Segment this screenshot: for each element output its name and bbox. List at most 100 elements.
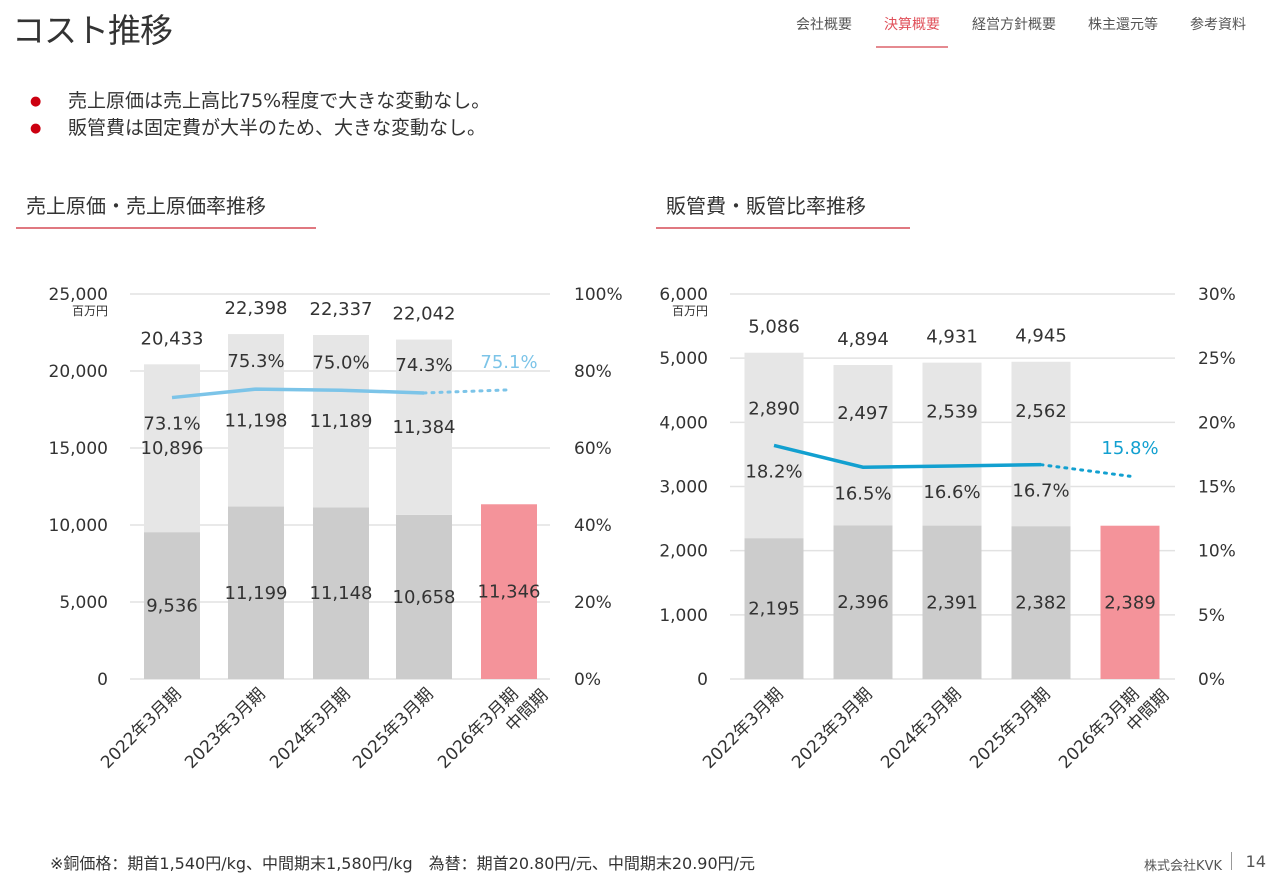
page-number: 14 [1245, 852, 1266, 871]
ratio-label: 75.0% [312, 352, 369, 373]
data-label: 2,195 [748, 599, 800, 620]
nav-shareholder-returns[interactable]: 株主還元等 [1088, 17, 1158, 33]
y2-tick-label: 25% [1198, 349, 1236, 369]
page-title: コスト推移 [12, 11, 173, 50]
y-tick-label: 6,000 [659, 285, 708, 305]
ratio-line-projection [1039, 463, 1132, 478]
ratio-label: 75.1% [480, 352, 537, 373]
y2-tick-label: 20% [1198, 413, 1236, 433]
bar-segment-lower [1011, 526, 1071, 679]
bar-segment-lower [144, 532, 200, 679]
data-label: 11,189 [310, 411, 373, 432]
y2-tick-label: 0% [1198, 670, 1225, 690]
data-label: 10,896 [141, 438, 204, 459]
ratio-label: 16.6% [923, 482, 980, 503]
data-label: 9,536 [146, 596, 198, 617]
bullet-item: ● 販管費は固定費が大半のため、大きな変動なし。 [30, 115, 490, 142]
bullet-text: 販管費は固定費が大半のため、大きな変動なし。 [68, 117, 487, 139]
x-tick-label: 2024年3月期 [877, 684, 965, 772]
y2-tick-label: 20% [574, 593, 612, 613]
nav-management-policy[interactable]: 経営方針概要 [972, 17, 1056, 33]
bullet-item: ● 売上原価は売上高比75%程度で大きな変動なし。 [30, 88, 490, 115]
x-tick-label: 2022年3月期 [699, 684, 787, 772]
data-label: 2,562 [1015, 401, 1067, 422]
data-label: 2,396 [837, 592, 889, 613]
total-label: 22,042 [393, 304, 456, 325]
data-label: 11,148 [310, 583, 373, 604]
y-tick-label: 2,000 [659, 542, 708, 562]
bar-segment-lower [744, 538, 804, 679]
y-tick-label: 0 [97, 670, 108, 690]
total-label: 22,337 [310, 299, 373, 320]
data-label: 11,384 [393, 417, 456, 438]
ratio-label: 15.8% [1101, 438, 1158, 459]
bar-segment-lower [313, 507, 369, 679]
y2-tick-label: 15% [1198, 478, 1236, 498]
x-tick-label: 2025年3月期 [966, 684, 1054, 772]
bar-segment-upper [922, 362, 982, 526]
data-label: 2,391 [926, 592, 978, 613]
y-tick-label: 3,000 [659, 478, 708, 498]
x-tick-line: 2024年3月期 [877, 684, 965, 772]
unit-label: 百万円 [672, 304, 708, 318]
ratio-label: 18.2% [745, 461, 802, 482]
bar-segment-lower [481, 504, 537, 679]
right-section-title: 販管費・販管比率推移 [656, 190, 910, 229]
nav-reference[interactable]: 参考資料 [1190, 17, 1246, 33]
total-label: 20,433 [141, 328, 204, 349]
data-label: 11,198 [225, 410, 288, 431]
ratio-line-projection [422, 388, 511, 395]
bar-segment-upper [396, 339, 452, 515]
ratio-line [171, 387, 425, 400]
y-tick-label: 15,000 [49, 439, 108, 459]
bar-segment-upper [313, 335, 369, 508]
total-label: 22,398 [225, 298, 288, 319]
total-label: 4,931 [926, 327, 978, 348]
footer-note: ※銅価格：期首1,540円/kg、中間期末1,580円/kg 為替：期首20.8… [50, 854, 756, 873]
y2-tick-label: 60% [574, 439, 612, 459]
y-tick-label: 1,000 [659, 606, 708, 626]
data-label: 2,890 [748, 398, 800, 419]
bullet-dot-icon: ● [30, 94, 42, 109]
total-label: 4,945 [1015, 326, 1067, 347]
x-tick-label: 2026年3月期中間期 [1055, 670, 1173, 788]
data-label: 2,497 [837, 403, 889, 424]
x-tick-line: 2022年3月期 [699, 684, 787, 772]
bar-segment-upper [1011, 361, 1071, 527]
y2-tick-label: 100% [574, 285, 623, 305]
bar-segment-lower [1100, 525, 1160, 679]
nav-company-overview[interactable]: 会社概要 [796, 17, 852, 33]
y2-tick-label: 80% [574, 362, 612, 382]
y-tick-label: 10,000 [49, 516, 108, 536]
y-tick-label: 5,000 [59, 593, 108, 613]
y-tick-label: 20,000 [49, 362, 108, 382]
unit-label: 百万円 [72, 304, 108, 318]
bullet-dot-icon: ● [30, 121, 42, 136]
ratio-label: 16.7% [1012, 481, 1069, 502]
y-tick-label: 25,000 [49, 285, 108, 305]
total-label: 4,894 [837, 329, 889, 350]
data-label: 11,199 [225, 583, 288, 604]
bar-segment-upper [144, 364, 200, 533]
y2-tick-label: 0% [574, 670, 601, 690]
y-tick-label: 0 [697, 670, 708, 690]
data-label: 2,382 [1015, 593, 1067, 614]
bar-segment-lower [833, 525, 893, 679]
company-name: 株式会社KVK [1144, 859, 1222, 874]
bar-segment-lower [396, 514, 452, 679]
ratio-label: 74.3% [395, 355, 452, 376]
data-label: 2,389 [1104, 592, 1156, 613]
y2-tick-label: 5% [1198, 606, 1225, 626]
bar-segment-upper [833, 365, 893, 526]
ratio-label: 73.1% [143, 414, 200, 435]
data-label: 2,539 [926, 402, 978, 423]
data-label: 11,346 [478, 582, 541, 603]
y-tick-label: 4,000 [659, 413, 708, 433]
y2-tick-label: 10% [1198, 542, 1236, 562]
bar-segment-lower [922, 525, 982, 679]
nav-financial-summary[interactable]: 決算概要 [868, 14, 956, 48]
ratio-line [773, 443, 1042, 470]
total-label: 5,086 [748, 317, 800, 338]
